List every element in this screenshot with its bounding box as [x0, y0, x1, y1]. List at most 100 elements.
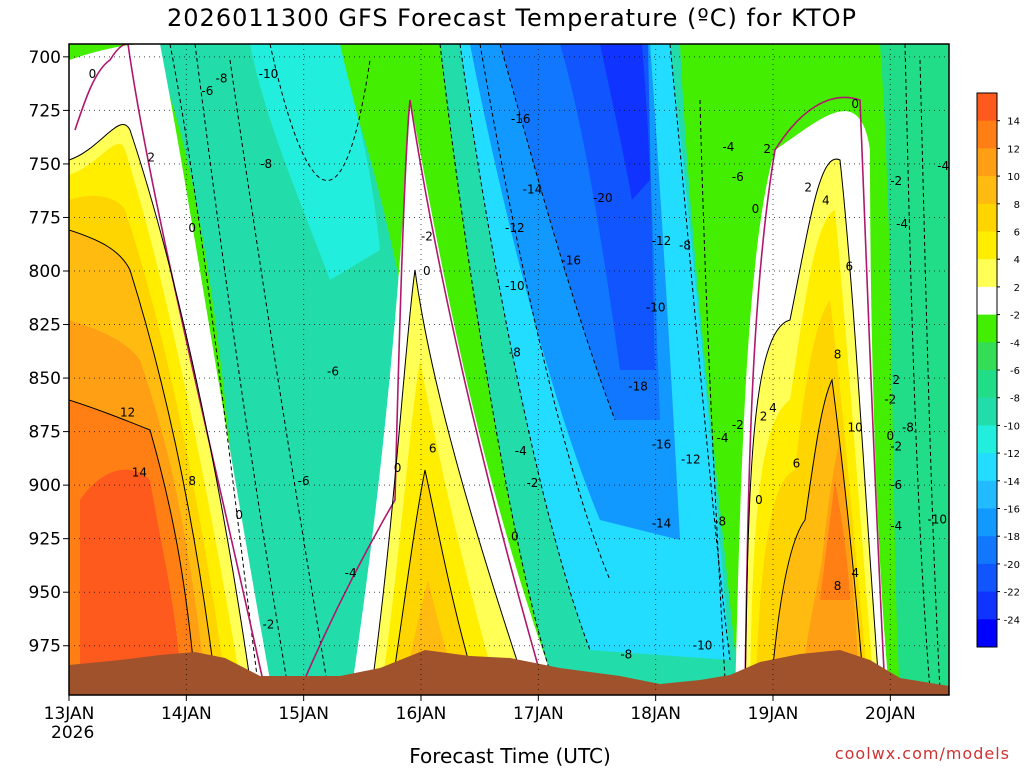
colorbar-label: 6: [1014, 228, 1020, 239]
colorbar-swatch: [977, 148, 997, 177]
band-right-1: [880, 44, 949, 695]
contour-label: -6: [298, 474, 310, 488]
colorbar-swatch: [977, 231, 997, 260]
credit-text: coolwx.com/models: [834, 744, 1010, 763]
contour-label: -8: [260, 157, 272, 171]
solid-contours: [69, 123, 881, 695]
contour-neg-12: [919, 59, 941, 691]
dashed-contours: [169, 44, 941, 695]
contour-pos-6: [744, 158, 881, 695]
contour-label: 0: [188, 221, 196, 235]
contour-label: -6: [327, 365, 339, 379]
contour-label: -4: [717, 431, 729, 445]
contour-label: -12: [505, 221, 525, 235]
colorbar: 14 12 10 8 6 4 2 -2 -4 -6 -8 -10 -12 -14 -16 -18 -20 -22 -…: [976, 92, 1020, 648]
colorbar-swatch: [977, 508, 997, 537]
x-axis: 13JAN 14JAN 15JAN 16JAN 17JAN 18JAN 19JAN 20JAN…: [44, 695, 916, 743]
x-tick-label: 19JAN: [748, 704, 799, 724]
contour-pos-1: [69, 123, 251, 681]
contour-label: -18: [628, 380, 648, 394]
contour-label: -4: [890, 519, 902, 533]
x-tick-label: 14JAN: [161, 704, 212, 724]
contour-label: -12: [681, 452, 701, 466]
colorbar-swatch: [977, 591, 997, 620]
colorbar-label: -4: [1010, 338, 1020, 349]
plot-frame: [68, 43, 950, 696]
contour-label: -10: [505, 279, 525, 293]
colorbar-swatch: [977, 397, 997, 426]
contour-label: 10: [847, 420, 862, 434]
contour-label: 4: [822, 193, 830, 207]
contour-label: -4: [896, 217, 908, 231]
y-tick-label: 725: [29, 101, 61, 121]
contour-neg-8: [499, 44, 616, 421]
y-tick-label: 900: [29, 476, 61, 496]
colorbar-label: -24: [1004, 615, 1020, 626]
contour-label: -2: [421, 230, 433, 244]
contour-pos-2: [69, 229, 216, 681]
contour-neg-6: [459, 44, 591, 651]
contour-label: -6: [201, 84, 213, 98]
contour-label: 14: [132, 465, 147, 479]
colorbar-swatch: [977, 259, 997, 288]
y-tick-label: 925: [29, 530, 61, 550]
y-tick-label: 950: [29, 583, 61, 603]
contour-zero-2: [299, 99, 546, 691]
contour-label: -8: [679, 238, 691, 252]
contour-label: -10: [259, 67, 279, 81]
contour-label: -8: [216, 71, 228, 85]
colorbar-swatch: [977, 536, 997, 565]
x-axis-title: Forecast Time (UTC): [409, 744, 611, 768]
colorbar-label: -10: [1004, 421, 1020, 432]
x-tick-label: 18JAN: [630, 704, 681, 724]
contour-zero-1: [74, 44, 266, 691]
colorbar-swatch: [977, 120, 997, 149]
contour-label: 0: [752, 202, 760, 216]
band-warm-14: [80, 469, 180, 670]
colorbar-label: 10: [1007, 172, 1020, 183]
colorbar-label: 12: [1007, 144, 1020, 155]
contour-label: -4: [937, 159, 949, 173]
colorbar-label: -18: [1004, 532, 1020, 543]
contour-label: 2: [760, 410, 768, 424]
contour-neg-10: [699, 99, 726, 681]
gridlines: [69, 44, 949, 695]
x-tick-label: 13JAN: [44, 704, 95, 724]
contour-pos-5: [390, 469, 479, 695]
contour-label: 4: [769, 401, 777, 415]
contour-neg-5: [439, 44, 559, 695]
contour-label: 6: [793, 457, 801, 471]
contour-label: 12: [120, 405, 135, 419]
contour-label: -4: [515, 444, 527, 458]
colorbar-swatch: [977, 342, 997, 371]
contour-label: 0: [511, 530, 519, 544]
y-tick-label: 850: [29, 369, 61, 389]
colorbar-label: -16: [1004, 505, 1020, 516]
y-tick-label: 975: [29, 637, 61, 657]
contour-neg-1: [169, 44, 260, 695]
colorbar-label: -22: [1004, 588, 1020, 599]
colorbar-label: -14: [1004, 477, 1020, 488]
contour-pos-4: [370, 269, 529, 695]
x-tick-label: 20JAN: [865, 704, 916, 724]
contour-label: -16: [511, 112, 531, 126]
colorbar-label: -2: [1010, 311, 1020, 322]
band-late-12: [820, 480, 850, 600]
colorbar-label: 4: [1014, 255, 1020, 266]
plot-area: [69, 44, 949, 695]
contour-label: -16: [561, 253, 581, 267]
contour-label: 6: [429, 442, 437, 456]
colorbar-label: -8: [1010, 394, 1020, 405]
contour-label: 6: [845, 260, 853, 274]
contour-label: -4: [345, 566, 357, 580]
colorbar-swatch: [977, 425, 997, 454]
y-axis: 700 725 750 775 800 825 850 875 900 925 950 975: [29, 48, 69, 657]
contour-neg-9: [669, 44, 731, 661]
contour-label: -20: [593, 191, 613, 205]
contour-label: 8: [834, 579, 842, 593]
contour-label: 8: [834, 348, 842, 362]
y-tick-label: 875: [29, 423, 61, 443]
contour-label: 2: [892, 373, 900, 387]
colorbar-swatch: [977, 286, 997, 316]
colorbar-swatch: [977, 563, 997, 593]
